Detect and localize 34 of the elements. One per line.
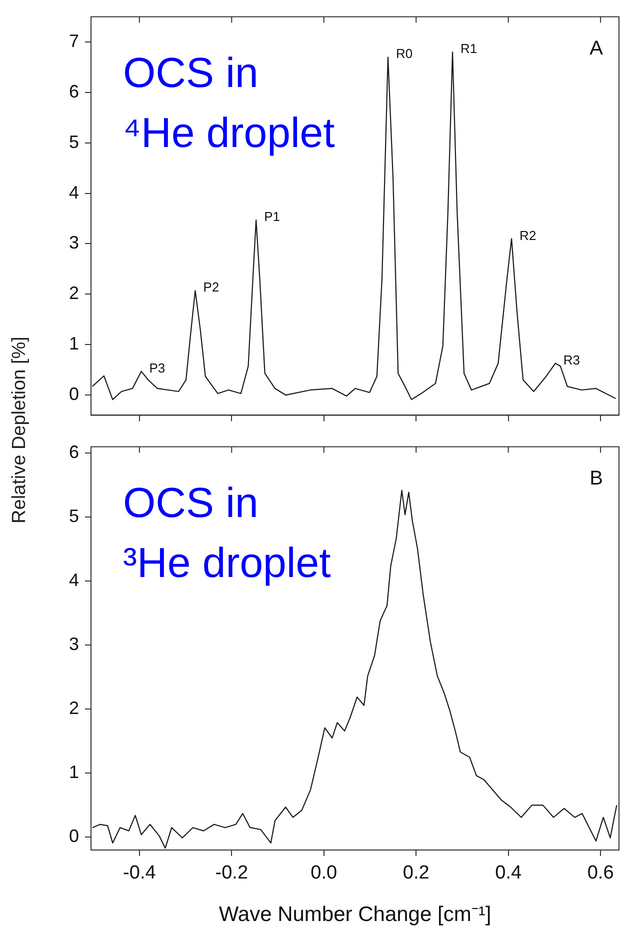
x-tick-label: 0.0: [310, 862, 338, 884]
x-tick-label: -0.2: [215, 862, 248, 884]
y-tick-label: 6: [68, 442, 79, 462]
annotation: P1: [264, 209, 280, 224]
y-tick-label: 5: [68, 506, 79, 526]
annotation: R2: [520, 228, 536, 243]
y-tick-label: 2: [68, 698, 79, 718]
y-tick-label: 4: [68, 570, 79, 590]
y-tick-label: 6: [68, 81, 79, 102]
x-tick-label: 0.6: [587, 862, 614, 884]
x-axis-title: Wave Number Change [cm⁻¹]: [218, 903, 492, 926]
x-tick-label: -0.4: [123, 862, 156, 884]
x-tick-label: 0.2: [402, 862, 430, 884]
y-tick-label: 4: [68, 182, 79, 202]
annotation: R1: [460, 41, 478, 56]
annotation: P2: [203, 280, 220, 295]
y-tick-label: 1: [68, 334, 79, 354]
y-tick-label: 5: [68, 132, 79, 152]
annotation: R3: [563, 352, 580, 368]
y-tick-label: 0: [68, 826, 79, 846]
x-tick-label: 0.4: [495, 862, 522, 884]
y-tick-label: 0: [68, 384, 79, 404]
annotation: A: [590, 37, 604, 60]
y-tick-label: 3: [68, 232, 79, 253]
y-tick-label: 2: [68, 283, 79, 304]
annotation: P3: [149, 360, 166, 376]
annotation: R0: [396, 46, 413, 62]
y-tick-label: 7: [68, 30, 79, 51]
annotation: OCS in ⁴He droplet: [123, 48, 336, 156]
y-axis-title: Relative Depletion [%]: [9, 336, 31, 524]
y-tick-label: 1: [68, 762, 79, 782]
annotation: OCS in ³He droplet: [123, 478, 332, 586]
annotation: B: [590, 467, 603, 490]
y-tick-label: 3: [68, 634, 79, 654]
